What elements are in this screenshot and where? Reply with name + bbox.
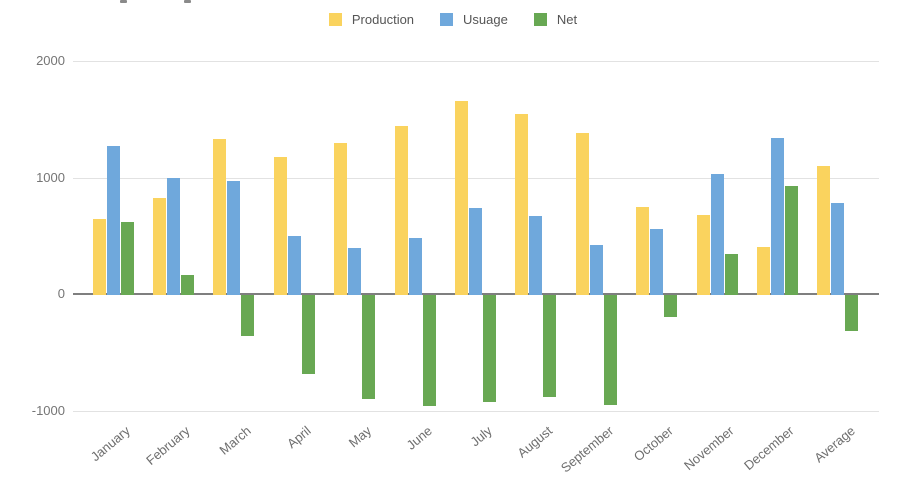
bar-net-september[interactable] xyxy=(604,295,617,405)
bar-usuage-february[interactable] xyxy=(167,178,180,295)
bar-usuage-april[interactable] xyxy=(288,236,301,295)
bar-production-september[interactable] xyxy=(576,133,589,295)
x-tick-label-april: April xyxy=(284,423,314,452)
bar-production-december[interactable] xyxy=(757,247,770,295)
legend-label: Net xyxy=(556,12,578,27)
legend-item-production[interactable]: Production xyxy=(328,12,415,27)
bar-usuage-average[interactable] xyxy=(831,203,844,295)
bar-net-february[interactable] xyxy=(181,275,194,295)
bar-net-july[interactable] xyxy=(483,295,496,402)
y-tick-label: 0 xyxy=(57,286,65,301)
x-tick-label-november: November xyxy=(681,423,737,474)
gridline-2000 xyxy=(73,61,879,62)
x-tick-label-august: August xyxy=(514,423,556,461)
x-tick-label-october: October xyxy=(631,423,677,465)
x-tick-label-february: February xyxy=(143,423,194,468)
bar-net-april[interactable] xyxy=(302,295,315,374)
x-tick-label-july: July xyxy=(467,423,496,450)
x-tick-label-january: January xyxy=(87,423,133,465)
bar-usuage-march[interactable] xyxy=(227,181,240,295)
bar-net-november[interactable] xyxy=(725,254,738,295)
bar-net-october[interactable] xyxy=(664,295,677,317)
bar-net-average[interactable] xyxy=(845,295,858,331)
y-tick-label: 1000 xyxy=(36,170,65,185)
cropped-title-descender xyxy=(184,0,191,3)
bar-production-may[interactable] xyxy=(334,143,347,295)
gridline--1000 xyxy=(73,411,879,412)
bar-usuage-august[interactable] xyxy=(529,216,542,295)
bar-net-march[interactable] xyxy=(241,295,254,336)
cropped-title-descender xyxy=(120,0,127,3)
bar-usuage-october[interactable] xyxy=(650,229,663,295)
bar-production-february[interactable] xyxy=(153,198,166,295)
bar-usuage-september[interactable] xyxy=(590,245,603,295)
bar-usuage-july[interactable] xyxy=(469,208,482,295)
bar-usuage-june[interactable] xyxy=(409,238,422,295)
x-tick-label-december: December xyxy=(741,423,798,474)
legend-swatch-icon xyxy=(533,13,547,26)
x-tick-label-average: Average xyxy=(810,423,858,466)
bar-production-april[interactable] xyxy=(274,157,287,295)
bar-production-average[interactable] xyxy=(817,166,830,295)
legend-swatch-icon xyxy=(328,13,342,26)
legend-swatch-icon xyxy=(440,13,454,26)
bar-production-october[interactable] xyxy=(636,207,649,295)
bar-usuage-january[interactable] xyxy=(107,146,120,295)
bar-production-march[interactable] xyxy=(213,139,226,295)
bar-production-november[interactable] xyxy=(697,215,710,295)
chart-legend: Production Usuage Net xyxy=(0,13,906,26)
bar-net-december[interactable] xyxy=(785,186,798,295)
y-tick-label: -1000 xyxy=(31,403,65,418)
legend-item-usuage[interactable]: Usuage xyxy=(440,13,508,26)
legend-item-net[interactable]: Net xyxy=(533,12,578,27)
y-tick-label: 2000 xyxy=(36,53,65,68)
bar-net-january[interactable] xyxy=(121,222,134,295)
x-tick-label-may: May xyxy=(345,423,375,451)
bar-production-january[interactable] xyxy=(93,219,106,295)
bar-net-june[interactable] xyxy=(423,295,436,406)
x-tick-label-june: June xyxy=(403,423,435,453)
bar-usuage-may[interactable] xyxy=(348,248,361,295)
gridline-1000 xyxy=(73,178,879,179)
bar-net-may[interactable] xyxy=(362,295,375,399)
x-tick-label-march: March xyxy=(216,423,254,458)
bar-usuage-november[interactable] xyxy=(711,174,724,295)
bar-net-august[interactable] xyxy=(543,295,556,397)
bar-usuage-december[interactable] xyxy=(771,138,784,295)
legend-label: Production xyxy=(351,12,415,27)
legend-label: Usuage xyxy=(463,12,508,27)
bar-production-june[interactable] xyxy=(395,126,408,295)
bar-production-july[interactable] xyxy=(455,101,468,295)
x-tick-label-september: September xyxy=(557,423,616,476)
bar-production-august[interactable] xyxy=(515,114,528,295)
